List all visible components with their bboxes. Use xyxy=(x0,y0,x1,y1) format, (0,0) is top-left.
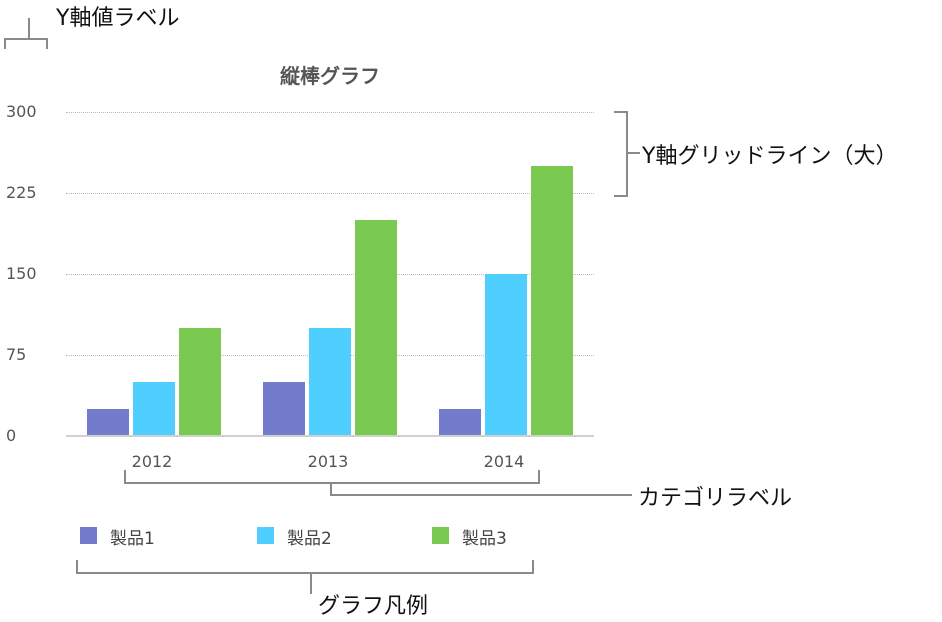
bar xyxy=(87,409,129,436)
bar xyxy=(263,382,305,436)
bracket xyxy=(4,38,48,49)
y-tick-label: 225 xyxy=(6,183,37,202)
annotation-y-gridline: Y軸グリッドライン（大） xyxy=(642,144,898,169)
bar xyxy=(355,220,397,436)
bracket xyxy=(614,111,628,197)
bar xyxy=(531,166,573,436)
chart-title: 縦棒グラフ xyxy=(280,64,380,88)
category-label: 2014 xyxy=(483,452,525,471)
bar xyxy=(179,328,221,436)
bracket xyxy=(28,18,30,38)
bar xyxy=(439,409,481,436)
bracket xyxy=(124,470,540,484)
bracket xyxy=(310,572,312,594)
annotation-y-value-label: Y軸値ラベル xyxy=(56,6,180,31)
bar xyxy=(133,382,175,436)
y-tick-label: 0 xyxy=(6,426,17,445)
category-label: 2012 xyxy=(131,452,173,471)
y-tick-label: 300 xyxy=(6,102,37,121)
legend-label: 製品2 xyxy=(287,529,332,549)
bracket xyxy=(76,560,534,574)
gridline xyxy=(66,274,594,275)
annotation-legend: グラフ凡例 xyxy=(318,594,429,619)
bar xyxy=(309,328,351,436)
legend-label: 製品3 xyxy=(462,529,507,549)
category-label: 2013 xyxy=(307,452,349,471)
annotation-category-label: カテゴリラベル xyxy=(638,486,793,511)
legend-swatch xyxy=(80,527,97,544)
gridline xyxy=(66,112,594,113)
x-axis-line xyxy=(66,435,594,437)
legend-swatch xyxy=(257,527,274,544)
y-tick-label: 75 xyxy=(6,345,27,364)
gridline xyxy=(66,193,594,194)
bar xyxy=(485,274,527,436)
legend-label: 製品1 xyxy=(110,529,155,549)
y-tick-label: 150 xyxy=(6,264,37,283)
bracket xyxy=(626,152,640,154)
bracket xyxy=(330,482,632,496)
legend-swatch xyxy=(432,527,449,544)
